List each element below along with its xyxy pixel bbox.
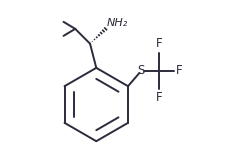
Text: S: S [137, 64, 144, 77]
Text: F: F [155, 91, 162, 104]
Text: NH₂: NH₂ [106, 18, 127, 28]
Text: F: F [155, 37, 162, 50]
Text: F: F [175, 64, 182, 77]
